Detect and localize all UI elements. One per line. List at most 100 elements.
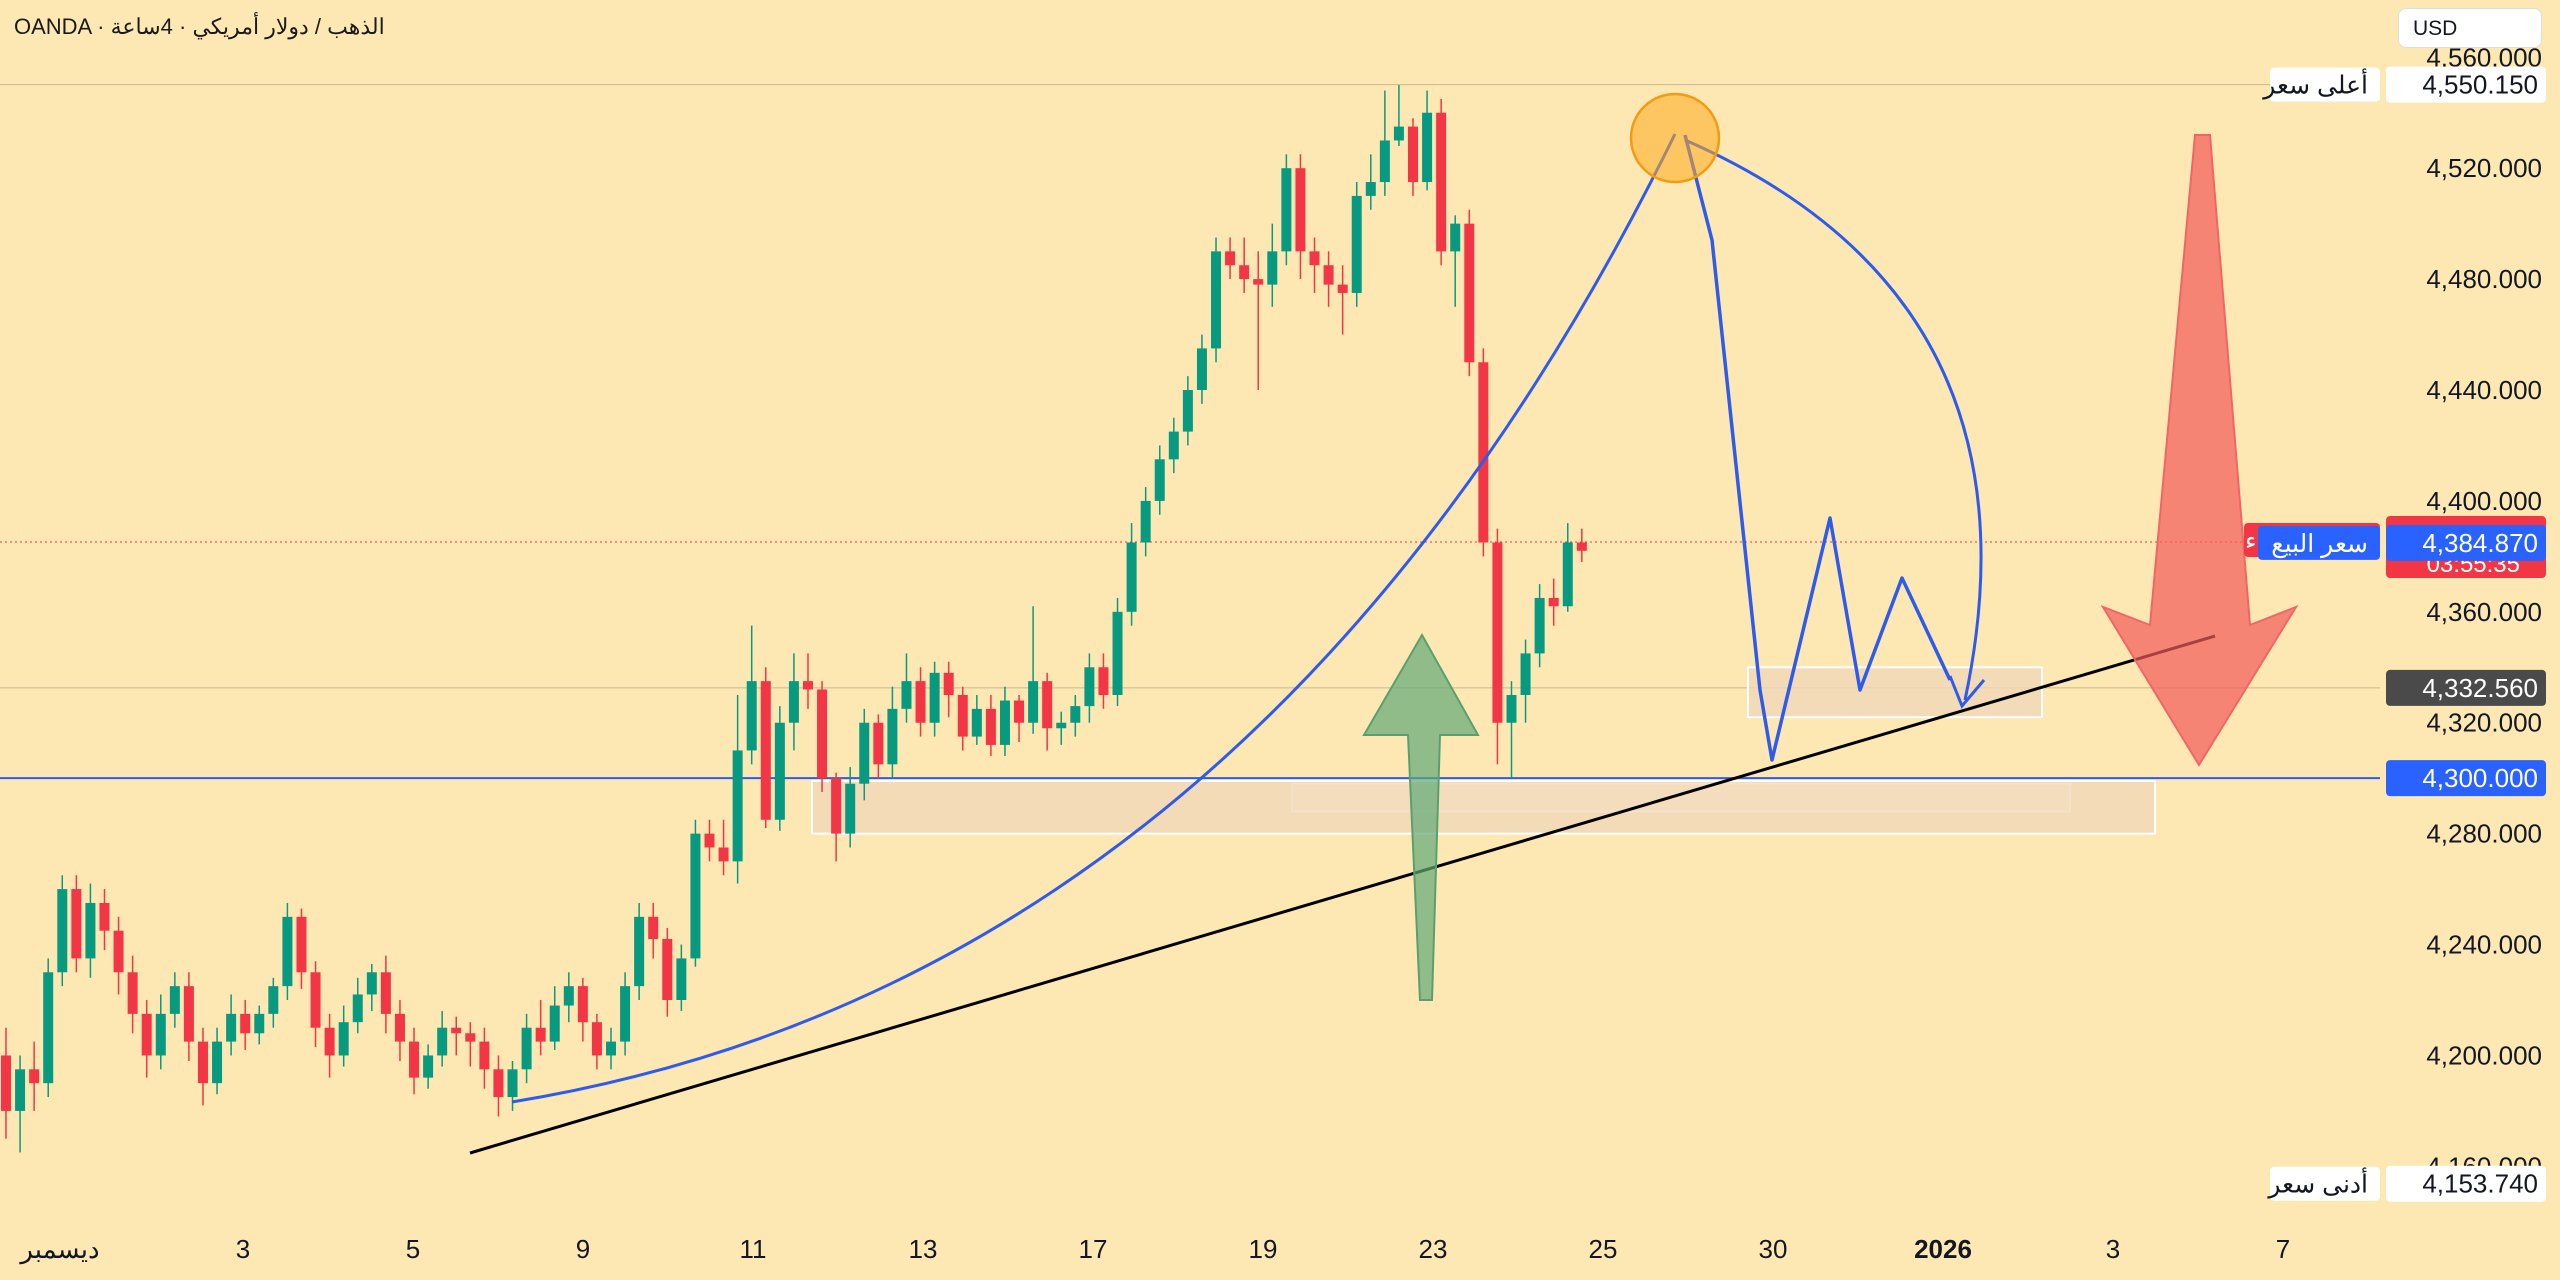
candle-body [226,1013,237,1042]
candle-body [1070,706,1081,723]
candle-body [606,1041,617,1056]
drawings-layer [469,92,2299,1155]
y-tick-label: 4,360.000 [2426,597,2542,627]
candle-body [338,1022,349,1056]
candle-body [493,1069,504,1098]
high-value-box [2386,66,2546,103]
sell-label: سعر البيع [2271,530,2368,559]
zone-support-small [1747,666,2043,719]
high-value: 4,550.150 [2422,70,2538,100]
low-value-box [2386,1165,2546,1202]
candle-body [1492,542,1503,723]
sell-value-box [2386,524,2546,561]
candle-body [873,722,884,765]
candle-body [183,986,194,1042]
candle-body [1028,681,1039,723]
trendline-support [469,634,2216,1155]
high-label: أعلى سعر [2261,68,2368,101]
candle-body [1168,431,1179,460]
candle-body [43,972,54,1084]
zone-support-main [811,779,2156,835]
candle-body [507,1069,518,1098]
candle-body [915,681,926,723]
candle-body [1225,251,1236,266]
x-tick-label: 3 [236,1234,250,1264]
candle-body [479,1041,490,1070]
candle-body [169,986,180,1014]
candle-body [1478,362,1489,543]
candle-body [437,1027,448,1056]
y-tick-label: 4,520.000 [2426,153,2542,183]
candle-body [1379,140,1390,183]
low-label-box [2270,1166,2380,1201]
candle-body [1098,667,1109,695]
x-tick-label: 17 [1079,1234,1108,1264]
time-axis[interactable]: ديسمبر 3 5 9 11 13 17 19 23 25 30 2026 3 7 [18,1234,2290,1265]
candle-body [380,972,391,1014]
candle-body [451,1027,462,1034]
candle-body [929,672,940,723]
chart-title: OANDA · الذهب / دولار أمريكي · 4ساعة [14,14,385,39]
candle-body [535,1027,546,1042]
y-tick-label: 4,400.000 [2426,486,2542,516]
candle-body [1196,348,1207,390]
candle-body [577,986,588,1023]
y-tick-label: 4,280.000 [2426,819,2542,849]
candle-body [690,833,701,959]
x-tick-label: 30 [1759,1234,1788,1264]
low-value: 4,153.740 [2422,1169,2538,1199]
candle-body [1112,611,1123,695]
arc-arrowhead [1948,675,1986,709]
candle-body [71,889,82,959]
level-4300-value-box [2386,760,2546,797]
candle-body [1154,459,1165,501]
candle-body [999,700,1010,745]
candle-body [1014,700,1025,723]
currency-selector[interactable]: USD [2398,8,2542,48]
candle-body [240,1013,251,1034]
candle-body [662,939,673,1000]
sell-value: 4,384.870 [2422,528,2538,558]
candle-body [197,1041,208,1084]
candle-body [85,902,96,959]
candle-body [15,1069,26,1111]
candle-body [1450,223,1461,252]
candle-body [1436,112,1447,252]
candle-body [760,681,771,820]
candle-body [1309,251,1320,266]
candle-body [1337,284,1348,293]
candle-body [1182,390,1193,432]
candle-body [704,833,715,848]
candle-body [1253,279,1264,285]
level-4332-value: 4,332.560 [2422,673,2538,703]
x-tick-label: ديسمبر [18,1234,99,1265]
candle-body [394,1013,405,1042]
candle-body [1520,653,1531,695]
x-tick-label: 9 [576,1234,590,1264]
candle-body [1140,500,1151,543]
y-tick-label: 4,240.000 [2426,930,2542,960]
x-tick-label: 3 [2106,1234,2120,1264]
candle-body [423,1055,434,1078]
candle-body [620,986,631,1042]
candle-body [887,708,898,765]
candle-body [1464,223,1475,363]
parabolic-curve [511,133,1677,1104]
x-tick-label: 13 [909,1234,938,1264]
x-tick-label: 7 [2276,1234,2290,1264]
candle-body [845,783,856,834]
candle-body [127,972,138,1014]
sell-label-box [2258,525,2380,560]
x-tick-label: 5 [406,1234,420,1264]
candle-body [943,672,954,695]
low-label: أدنى سعر [2266,1167,2368,1200]
candle-body [254,1013,265,1034]
candle-body [141,1013,152,1056]
candle-body [985,708,996,745]
candle-body [648,916,659,939]
candle-body [1084,667,1095,707]
price-axis[interactable]: 4,160.0004,200.0004,240.0004,280.0004,32… [2426,42,2542,1181]
x-tick-label: 23 [1419,1234,1448,1264]
